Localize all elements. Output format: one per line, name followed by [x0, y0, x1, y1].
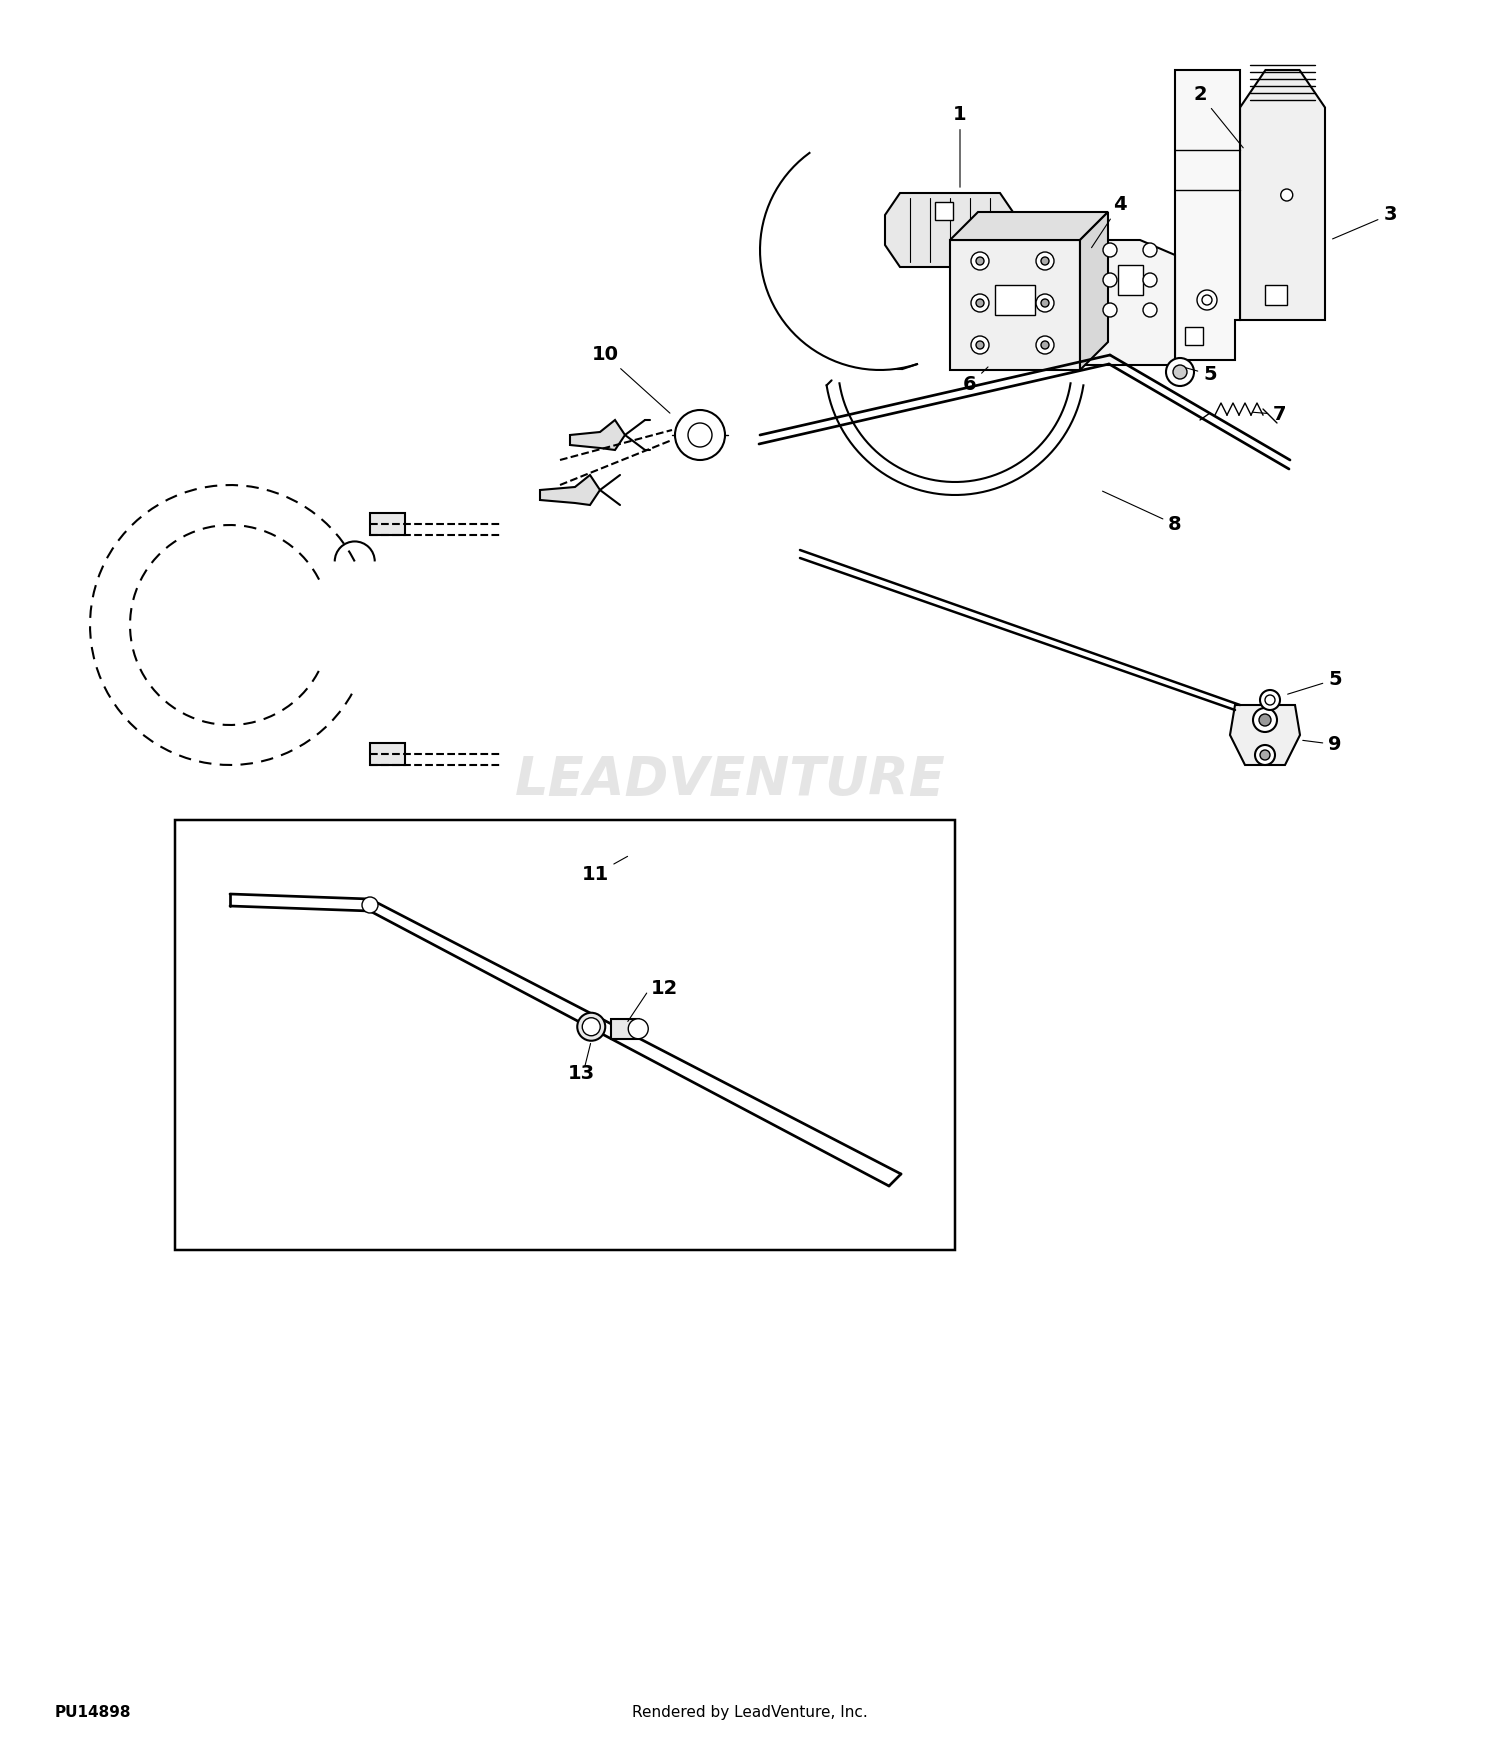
- Circle shape: [1041, 257, 1048, 264]
- Bar: [934, 201, 952, 220]
- Bar: [370, 744, 405, 765]
- Bar: [1118, 264, 1143, 296]
- Text: 3: 3: [1332, 205, 1396, 240]
- Bar: [610, 1018, 639, 1040]
- Circle shape: [976, 257, 984, 264]
- Text: LEADVENTURE: LEADVENTURE: [514, 754, 945, 807]
- Circle shape: [970, 252, 988, 270]
- Circle shape: [1260, 690, 1280, 710]
- Circle shape: [582, 1018, 600, 1036]
- Circle shape: [976, 341, 984, 348]
- Circle shape: [970, 336, 988, 354]
- Circle shape: [1264, 695, 1275, 705]
- Bar: [1185, 327, 1203, 345]
- Text: PU14898: PU14898: [56, 1704, 132, 1720]
- Text: 10: 10: [591, 345, 670, 413]
- Circle shape: [1036, 252, 1054, 270]
- Bar: [370, 513, 405, 536]
- Circle shape: [1173, 366, 1186, 380]
- Text: 7: 7: [1252, 404, 1287, 423]
- Text: 6: 6: [963, 368, 988, 394]
- Circle shape: [1102, 243, 1118, 257]
- Circle shape: [1252, 709, 1276, 731]
- Polygon shape: [1240, 70, 1324, 320]
- Circle shape: [1281, 189, 1293, 201]
- Circle shape: [1166, 359, 1194, 387]
- Circle shape: [1102, 273, 1118, 287]
- Polygon shape: [540, 474, 600, 506]
- Text: 2: 2: [1192, 86, 1243, 147]
- Text: 4: 4: [1092, 194, 1126, 248]
- Circle shape: [1036, 336, 1054, 354]
- Circle shape: [1143, 273, 1156, 287]
- Polygon shape: [1174, 70, 1240, 360]
- Circle shape: [976, 299, 984, 306]
- Polygon shape: [1084, 240, 1174, 366]
- Text: 13: 13: [567, 1064, 596, 1083]
- Polygon shape: [950, 212, 1108, 240]
- Bar: [950, 240, 1080, 369]
- Polygon shape: [1230, 705, 1300, 765]
- Circle shape: [688, 424, 712, 446]
- Circle shape: [578, 1013, 604, 1041]
- Circle shape: [628, 1018, 648, 1040]
- Circle shape: [1036, 294, 1054, 311]
- Polygon shape: [885, 192, 1016, 268]
- Bar: [994, 285, 1035, 315]
- Text: 12: 12: [651, 980, 678, 997]
- Text: 1: 1: [952, 105, 968, 187]
- Circle shape: [1256, 746, 1275, 765]
- Circle shape: [1041, 341, 1048, 348]
- Circle shape: [1260, 751, 1270, 760]
- Text: 5: 5: [1185, 366, 1216, 383]
- Circle shape: [1143, 303, 1156, 317]
- Circle shape: [1041, 299, 1048, 306]
- Bar: [176, 821, 956, 1250]
- Polygon shape: [570, 420, 626, 450]
- Bar: [1010, 220, 1035, 240]
- Circle shape: [1258, 714, 1270, 726]
- Text: 5: 5: [1287, 670, 1342, 695]
- Circle shape: [362, 898, 378, 914]
- Text: 8: 8: [1102, 492, 1182, 534]
- Circle shape: [1143, 243, 1156, 257]
- Text: 11: 11: [582, 856, 627, 884]
- Circle shape: [675, 410, 724, 460]
- Text: Rendered by LeadVenture, Inc.: Rendered by LeadVenture, Inc.: [632, 1704, 868, 1720]
- Bar: [1266, 285, 1287, 304]
- Circle shape: [1102, 303, 1118, 317]
- Circle shape: [1197, 290, 1216, 310]
- Polygon shape: [1080, 212, 1108, 369]
- Circle shape: [1202, 296, 1212, 304]
- Text: 9: 9: [1304, 735, 1341, 754]
- Circle shape: [970, 294, 988, 311]
